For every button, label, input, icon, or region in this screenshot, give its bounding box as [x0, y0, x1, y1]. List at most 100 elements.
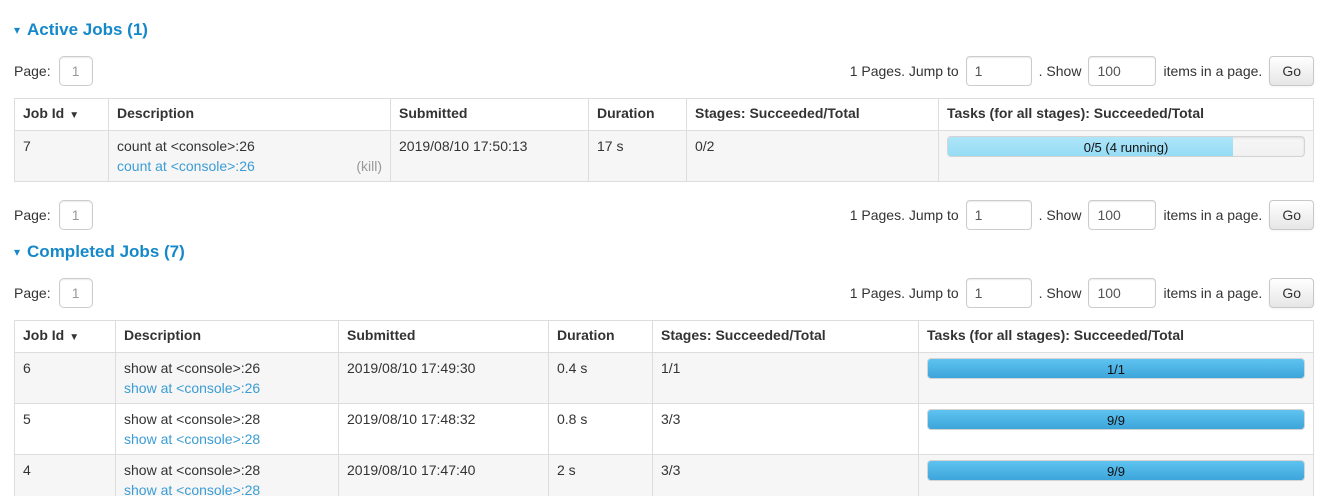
- tasks-cell: 1/1: [918, 352, 1314, 404]
- job-id-cell: 4: [14, 454, 116, 496]
- pagination-bar-active-top: Page: 1 Pages. Jump to . Show items in a…: [14, 56, 1314, 86]
- job-detail-link[interactable]: show at <console>:28: [124, 431, 261, 447]
- job-id-cell: 6: [14, 352, 116, 404]
- pagination-bar-active-bottom: Page: 1 Pages. Jump to . Show items in a…: [14, 200, 1314, 230]
- completed-jobs-title: Completed Jobs (7): [27, 242, 185, 261]
- sort-desc-icon: ▼: [69, 332, 80, 343]
- jump-to-page-input[interactable]: [965, 200, 1032, 230]
- progress-completed-segment: [928, 461, 1304, 480]
- column-header-job-id[interactable]: Job Id ▼: [14, 98, 109, 131]
- page-label: Page:: [14, 63, 51, 79]
- stages-cell: 1/1: [652, 352, 919, 404]
- job-id-cell: 5: [14, 403, 116, 455]
- column-header-description[interactable]: Description: [115, 320, 339, 353]
- column-header-tasks[interactable]: Tasks (for all stages): Succeeded/Total: [918, 320, 1314, 353]
- column-header-job-id[interactable]: Job Id ▼: [14, 320, 116, 353]
- description-cell: show at <console>:28 show at <console>:2…: [115, 403, 339, 455]
- items-label: items in a page.: [1163, 285, 1263, 301]
- items-per-page-input[interactable]: [1088, 56, 1157, 86]
- task-progress-bar: 1/1: [927, 358, 1305, 379]
- jump-to-page-input[interactable]: [965, 278, 1032, 308]
- items-label: items in a page.: [1163, 63, 1263, 79]
- collapse-arrow-icon: ▾: [14, 23, 21, 37]
- pages-info-label: 1 Pages. Jump to: [849, 207, 959, 223]
- completed-jobs-header[interactable]: ▾ Completed Jobs (7): [14, 242, 1314, 262]
- progress-label: 0/5 (4 running): [1083, 140, 1169, 155]
- progress-running-segment: [948, 137, 1233, 156]
- items-per-page-input[interactable]: [1088, 278, 1157, 308]
- column-header-duration[interactable]: Duration: [588, 98, 687, 131]
- active-jobs-table: Job Id ▼ Description Submitted Duration S…: [14, 98, 1314, 182]
- pagination-bar-completed-top: Page: 1 Pages. Jump to . Show items in a…: [14, 278, 1314, 308]
- job-detail-link[interactable]: show at <console>:28: [124, 482, 261, 496]
- page-label: Page:: [14, 285, 51, 301]
- progress-label: 9/9: [1106, 464, 1126, 479]
- duration-cell: 17 s: [588, 130, 687, 182]
- completed-jobs-table: Job Id ▼ Description Submitted Duration S…: [14, 320, 1314, 496]
- go-button[interactable]: Go: [1269, 200, 1314, 230]
- go-button[interactable]: Go: [1269, 278, 1314, 308]
- column-header-stages[interactable]: Stages: Succeeded/Total: [652, 320, 919, 353]
- column-header-description[interactable]: Description: [108, 98, 391, 131]
- pages-info-label: 1 Pages. Jump to: [849, 285, 959, 301]
- tasks-cell: 0/5 (4 running): [938, 130, 1314, 182]
- go-button[interactable]: Go: [1269, 56, 1314, 86]
- table-header-row: Job Id ▼ Description Submitted Duration S…: [14, 98, 1314, 131]
- table-header-row: Job Id ▼ Description Submitted Duration S…: [14, 320, 1314, 353]
- column-header-tasks[interactable]: Tasks (for all stages): Succeeded/Total: [938, 98, 1314, 131]
- description-cell: show at <console>:28 show at <console>:2…: [115, 454, 339, 496]
- stages-cell: 3/3: [652, 454, 919, 496]
- submitted-cell: 2019/08/10 17:48:32: [338, 403, 549, 455]
- description-cell: count at <console>:26 count at <console>…: [108, 130, 391, 182]
- column-header-duration[interactable]: Duration: [548, 320, 653, 353]
- active-jobs-header[interactable]: ▾ Active Jobs (1): [14, 20, 1314, 40]
- task-progress-bar: 9/9: [927, 460, 1305, 481]
- stages-cell: 0/2: [686, 130, 939, 182]
- progress-label: 9/9: [1106, 413, 1126, 428]
- active-jobs-title: Active Jobs (1): [27, 20, 148, 39]
- pages-info-label: 1 Pages. Jump to: [849, 63, 959, 79]
- job-description-text: count at <console>:26: [117, 138, 255, 154]
- page-number-input[interactable]: [58, 200, 93, 230]
- table-row: 6 show at <console>:26 show at <console>…: [14, 352, 1314, 404]
- table-row: 5 show at <console>:28 show at <console>…: [14, 403, 1314, 455]
- page-number-input[interactable]: [58, 56, 93, 86]
- column-header-stages[interactable]: Stages: Succeeded/Total: [686, 98, 939, 131]
- duration-cell: 0.8 s: [548, 403, 653, 455]
- job-id-cell: 7: [14, 130, 109, 182]
- page-label: Page:: [14, 207, 51, 223]
- column-header-submitted[interactable]: Submitted: [390, 98, 589, 131]
- sort-desc-icon: ▼: [69, 110, 80, 121]
- items-label: items in a page.: [1163, 207, 1263, 223]
- show-label: . Show: [1038, 63, 1082, 79]
- progress-completed-segment: [928, 359, 1304, 378]
- submitted-cell: 2019/08/10 17:50:13: [390, 130, 589, 182]
- task-progress-bar: 9/9: [927, 409, 1305, 430]
- duration-cell: 0.4 s: [548, 352, 653, 404]
- items-per-page-input[interactable]: [1088, 200, 1157, 230]
- column-header-submitted[interactable]: Submitted: [338, 320, 549, 353]
- progress-completed-segment: [928, 410, 1304, 429]
- kill-job-link[interactable]: (kill): [356, 158, 382, 174]
- tasks-cell: 9/9: [918, 403, 1314, 455]
- table-row: 4 show at <console>:28 show at <console>…: [14, 454, 1314, 496]
- job-description-text: show at <console>:28: [124, 411, 261, 427]
- jump-to-page-input[interactable]: [965, 56, 1032, 86]
- tasks-cell: 9/9: [918, 454, 1314, 496]
- description-cell: show at <console>:26 show at <console>:2…: [115, 352, 339, 404]
- progress-label: 1/1: [1106, 362, 1126, 377]
- job-description-text: show at <console>:26: [124, 360, 261, 376]
- table-row: 7 count at <console>:26 count at <consol…: [14, 130, 1314, 182]
- show-label: . Show: [1038, 207, 1082, 223]
- show-label: . Show: [1038, 285, 1082, 301]
- job-description-text: show at <console>:28: [124, 462, 261, 478]
- job-detail-link[interactable]: show at <console>:26: [124, 380, 261, 396]
- submitted-cell: 2019/08/10 17:47:40: [338, 454, 549, 496]
- duration-cell: 2 s: [548, 454, 653, 496]
- task-progress-bar: 0/5 (4 running): [947, 136, 1305, 157]
- stages-cell: 3/3: [652, 403, 919, 455]
- page-number-input[interactable]: [58, 278, 93, 308]
- collapse-arrow-icon: ▾: [14, 245, 21, 259]
- job-detail-link[interactable]: count at <console>:26: [117, 158, 255, 174]
- submitted-cell: 2019/08/10 17:49:30: [338, 352, 549, 404]
